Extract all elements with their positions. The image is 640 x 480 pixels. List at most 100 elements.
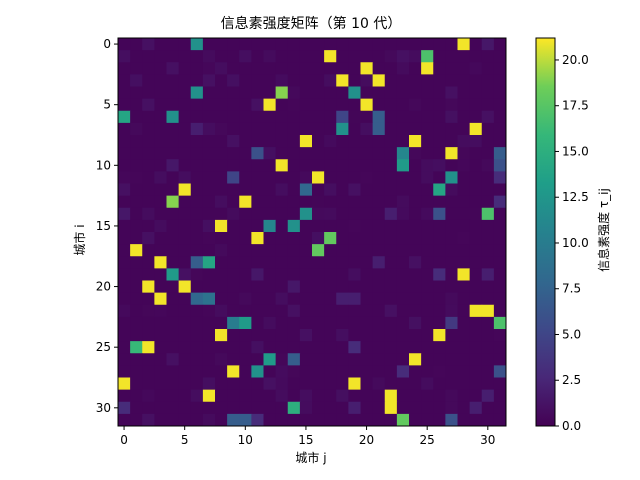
heatmap-cell bbox=[299, 244, 313, 257]
heatmap-cell bbox=[190, 341, 204, 354]
heatmap-cell bbox=[481, 353, 495, 366]
heatmap-cell bbox=[348, 147, 361, 160]
heatmap-cell bbox=[251, 110, 264, 124]
heatmap-cell bbox=[142, 147, 155, 160]
heatmap-cell bbox=[360, 147, 374, 160]
heatmap-cell bbox=[215, 219, 228, 233]
heatmap-cell bbox=[481, 122, 495, 136]
heatmap-cell bbox=[396, 86, 410, 100]
heatmap-cell bbox=[154, 377, 167, 391]
heatmap-cell bbox=[239, 413, 252, 427]
heatmap-cell bbox=[154, 389, 167, 403]
heatmap-cell bbox=[299, 159, 313, 172]
heatmap-cell bbox=[421, 413, 434, 427]
heatmap-cell bbox=[457, 98, 471, 112]
heatmap-cell bbox=[118, 183, 131, 197]
heatmap-cell bbox=[239, 62, 252, 75]
heatmap-cell bbox=[409, 401, 422, 415]
heatmap-cell bbox=[336, 304, 349, 318]
heatmap-cell bbox=[239, 98, 252, 112]
heatmap-cell bbox=[384, 147, 398, 160]
heatmap-cell bbox=[239, 401, 252, 415]
heatmap-cell bbox=[178, 147, 192, 160]
heatmap-cell bbox=[118, 62, 131, 75]
heatmap-cell bbox=[239, 389, 252, 403]
heatmap-cell bbox=[251, 401, 264, 415]
heatmap-cell bbox=[275, 74, 289, 87]
heatmap-cell bbox=[396, 38, 410, 51]
heatmap-cell bbox=[312, 232, 325, 245]
heatmap-cell bbox=[396, 207, 410, 221]
heatmap-cell bbox=[118, 171, 131, 184]
heatmap-cell bbox=[336, 389, 349, 403]
heatmap-cell bbox=[263, 207, 277, 221]
heatmap-cell bbox=[118, 341, 131, 354]
heatmap-cell bbox=[481, 232, 495, 245]
heatmap-cell bbox=[154, 110, 167, 124]
heatmap-cell bbox=[190, 316, 204, 330]
heatmap-cell bbox=[251, 256, 264, 269]
heatmap-cell bbox=[396, 183, 410, 197]
heatmap-cell bbox=[287, 159, 301, 172]
heatmap-cell bbox=[336, 110, 349, 124]
heatmap-cell bbox=[118, 147, 131, 160]
heatmap-cell bbox=[409, 280, 422, 294]
heatmap-cell bbox=[263, 62, 277, 75]
heatmap-cell bbox=[469, 389, 483, 403]
x-tick-label: 30 bbox=[480, 433, 495, 447]
heatmap-cell bbox=[348, 377, 361, 391]
heatmap-cell bbox=[251, 98, 264, 112]
heatmap-cell bbox=[239, 110, 252, 124]
heatmap-cell bbox=[469, 207, 483, 221]
heatmap-cell bbox=[457, 280, 471, 294]
heatmap-cell bbox=[312, 98, 325, 112]
heatmap-cell bbox=[312, 292, 325, 306]
heatmap-cell bbox=[154, 401, 167, 415]
heatmap-cell bbox=[227, 256, 240, 269]
heatmap-cell bbox=[336, 183, 349, 197]
colorbar-tick-label: 12.5 bbox=[562, 190, 589, 204]
heatmap-cell bbox=[481, 207, 495, 221]
heatmap-cell bbox=[348, 183, 361, 197]
heatmap-cell bbox=[142, 304, 155, 318]
heatmap-cell bbox=[178, 171, 192, 184]
heatmap-cell bbox=[360, 389, 374, 403]
heatmap-cell bbox=[190, 110, 204, 124]
heatmap-cell bbox=[493, 38, 507, 51]
heatmap-cell bbox=[118, 74, 131, 87]
heatmap-cell bbox=[239, 353, 252, 366]
heatmap-cell bbox=[493, 171, 507, 184]
heatmap-cell bbox=[372, 244, 386, 257]
heatmap-cell bbox=[457, 377, 471, 391]
heatmap-cell bbox=[202, 207, 216, 221]
heatmap-cell bbox=[445, 292, 458, 306]
y-tick-label: 15 bbox=[96, 219, 111, 233]
colorbar-tick-label: 7.5 bbox=[562, 282, 581, 296]
heatmap-cell bbox=[275, 207, 289, 221]
heatmap-cell bbox=[396, 353, 410, 366]
heatmap-cell bbox=[372, 401, 386, 415]
heatmap-cell bbox=[493, 110, 507, 124]
heatmap-cell bbox=[469, 147, 483, 160]
heatmap-cell bbox=[469, 256, 483, 269]
heatmap-cell bbox=[469, 353, 483, 366]
heatmap-cell bbox=[263, 38, 277, 51]
heatmap-cell bbox=[118, 401, 131, 415]
heatmap-cell bbox=[312, 147, 325, 160]
heatmap-cell bbox=[130, 110, 143, 124]
heatmap-cell bbox=[239, 244, 252, 257]
heatmap-cell bbox=[384, 50, 398, 63]
heatmap-cell bbox=[409, 62, 422, 75]
heatmap-cell bbox=[118, 159, 131, 172]
heatmap-cell bbox=[312, 183, 325, 197]
heatmap-cell bbox=[142, 244, 155, 257]
heatmap-cell bbox=[457, 159, 471, 172]
heatmap-cell bbox=[215, 316, 228, 330]
heatmap-cell bbox=[324, 50, 337, 63]
heatmap-cell bbox=[324, 135, 337, 148]
heatmap-cell bbox=[118, 280, 131, 294]
heatmap-cell bbox=[469, 159, 483, 172]
heatmap-cell bbox=[396, 401, 410, 415]
heatmap-cell bbox=[251, 292, 264, 306]
heatmap-cell bbox=[190, 98, 204, 112]
